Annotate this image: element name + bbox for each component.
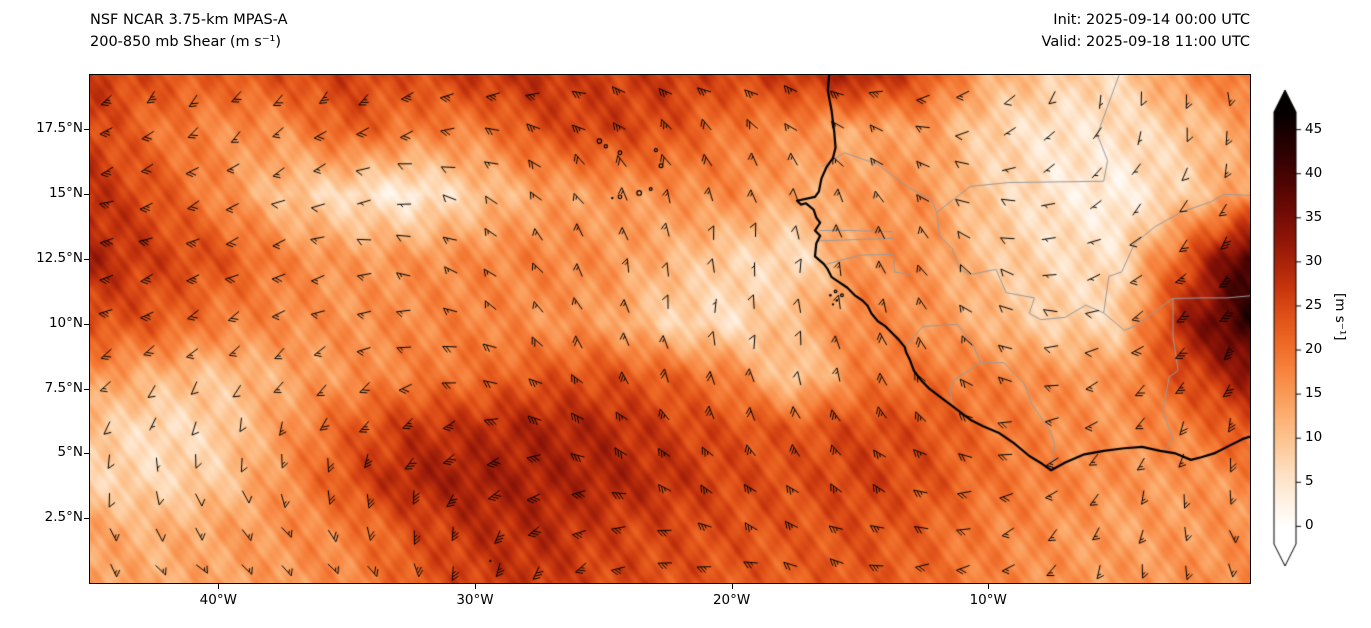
colorbar-tick-label: 5 bbox=[1305, 473, 1314, 490]
init-time-label: Init: 2025-09-14 00:00 UTC bbox=[1053, 12, 1250, 28]
run-time-block: Init: 2025-09-14 00:00 UTC Valid: 2025-0… bbox=[1042, 9, 1250, 53]
y-axis-tick-label: 15°N bbox=[48, 185, 83, 202]
y-axis-tick bbox=[84, 388, 89, 390]
y-axis-tick-label: 5°N bbox=[57, 444, 83, 461]
plot-title-product: 200-850 mb Shear (m s⁻¹) bbox=[90, 34, 281, 50]
y-axis-tick bbox=[84, 453, 89, 455]
x-axis-tick bbox=[731, 584, 733, 589]
y-axis-tick bbox=[84, 129, 89, 131]
x-axis-tick bbox=[988, 584, 990, 589]
x-axis-tick bbox=[218, 584, 220, 589]
plot-title-model: NSF NCAR 3.75-km MPAS-A bbox=[90, 12, 288, 28]
y-axis-tick-label: 10°N bbox=[48, 314, 83, 331]
x-axis-tick bbox=[474, 584, 476, 589]
y-axis-tick bbox=[84, 518, 89, 520]
x-axis-tick-label: 20°W bbox=[712, 592, 751, 608]
x-axis-tick-label: 40°W bbox=[199, 592, 237, 608]
colorbar-tick-label: 20 bbox=[1305, 341, 1323, 358]
y-axis-tick-label: 12.5°N bbox=[36, 250, 83, 267]
y-axis-tick bbox=[84, 259, 89, 261]
colorbar-tick-label: 25 bbox=[1305, 296, 1323, 313]
colorbar-tick-label: 0 bbox=[1305, 517, 1314, 534]
colorbar-tick-label: 40 bbox=[1305, 164, 1323, 181]
colorbar bbox=[1272, 88, 1306, 568]
y-axis-tick-label: 17.5°N bbox=[36, 120, 83, 137]
colorbar-tick-label: 35 bbox=[1305, 208, 1323, 225]
shear-map-canvas bbox=[90, 75, 1250, 583]
colorbar-tick-label: 10 bbox=[1305, 429, 1323, 446]
y-axis-tick bbox=[84, 194, 89, 196]
y-axis-tick-label: 7.5°N bbox=[44, 379, 83, 396]
x-axis-tick-label: 10°W bbox=[969, 592, 1007, 608]
y-axis-tick-label: 2.5°N bbox=[44, 509, 83, 526]
valid-time-label: Valid: 2025-09-18 11:00 UTC bbox=[1041, 34, 1250, 50]
map-frame bbox=[89, 74, 1251, 584]
colorbar-tick-label: 15 bbox=[1305, 385, 1323, 402]
colorbar-tick-label: 30 bbox=[1305, 252, 1323, 269]
colorbar-tick-label: 45 bbox=[1305, 120, 1323, 137]
y-axis-tick bbox=[84, 323, 89, 325]
plot-title-block: NSF NCAR 3.75-km MPAS-A 200-850 mb Shear… bbox=[90, 9, 288, 53]
x-axis-tick-label: 30°W bbox=[456, 592, 494, 608]
colorbar-units-label: [m s⁻¹] bbox=[1332, 293, 1348, 341]
